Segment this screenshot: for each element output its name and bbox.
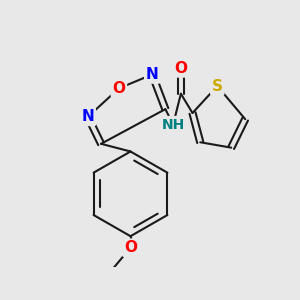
Text: O: O (174, 61, 188, 76)
Text: NH: NH (161, 118, 185, 131)
Text: S: S (212, 79, 223, 94)
Text: N: N (82, 110, 94, 124)
Text: O: O (112, 81, 125, 96)
Text: O: O (124, 240, 137, 255)
Text: N: N (146, 67, 159, 82)
